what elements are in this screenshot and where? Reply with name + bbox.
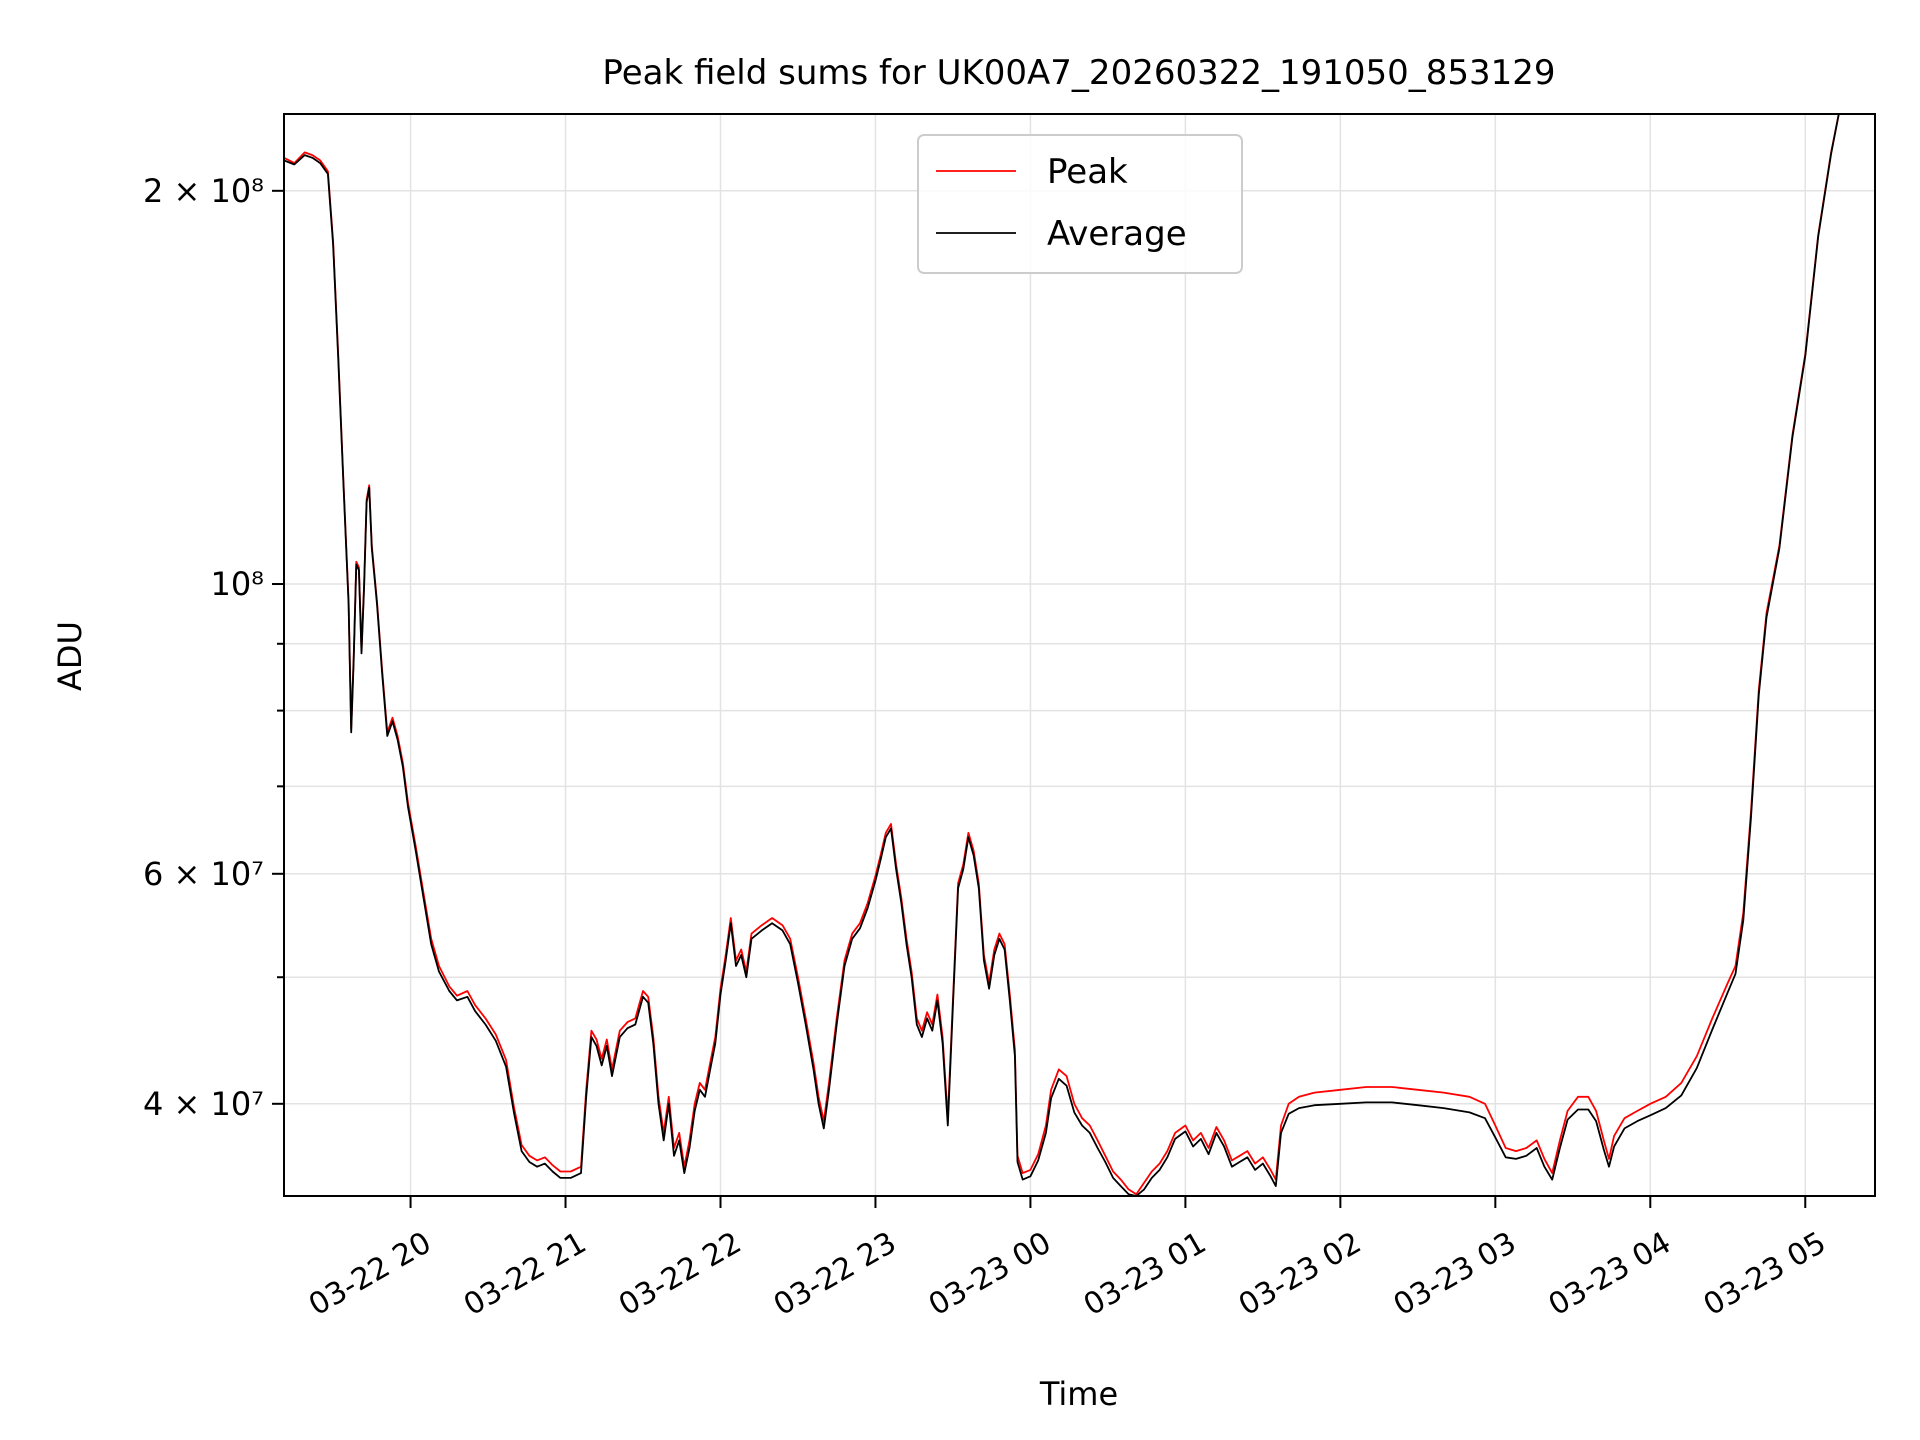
x-tick-label: 03-23 05: [1698, 1225, 1832, 1323]
x-tick-label: 03-23 03: [1388, 1225, 1522, 1323]
y-tick-label: 2 × 10⁸: [143, 172, 264, 210]
x-tick-label: 03-23 01: [1078, 1225, 1212, 1323]
x-tick-label: 03-22 20: [303, 1225, 437, 1323]
series-line-peak: [284, 114, 1840, 1196]
legend: Peak Average: [917, 134, 1243, 274]
y-tick-label: 6 × 10⁷: [143, 855, 264, 893]
series-line-average: [284, 114, 1840, 1196]
y-tick-label: 4 × 10⁷: [143, 1085, 264, 1123]
x-tick-label: 03-22 21: [458, 1225, 592, 1323]
x-tick-label: 03-23 00: [923, 1225, 1057, 1323]
legend-label-peak: Peak: [1047, 152, 1128, 192]
x-tick-label: 03-22 22: [613, 1225, 747, 1323]
y-axis-label: ADU: [51, 621, 89, 691]
chart-title: Peak field sums for UK00A7_20260322_1910…: [602, 53, 1555, 93]
legend-box: [917, 134, 1243, 274]
x-tick-label: 03-23 02: [1233, 1225, 1367, 1323]
series-layer: [284, 114, 1840, 1196]
x-axis-label: Time: [1039, 1375, 1118, 1413]
y-tick-label: 10⁸: [210, 565, 264, 603]
x-tick-label: 03-22 23: [768, 1225, 902, 1323]
plot-frame: [283, 113, 1876, 1197]
legend-label-average: Average: [1047, 214, 1187, 254]
x-tick-label: 03-23 04: [1543, 1225, 1677, 1323]
grid: [284, 114, 1875, 1196]
axes: 03-22 20 03-22 21 03-22 22 03-22 23 03-23 00…: [143, 172, 1832, 1323]
